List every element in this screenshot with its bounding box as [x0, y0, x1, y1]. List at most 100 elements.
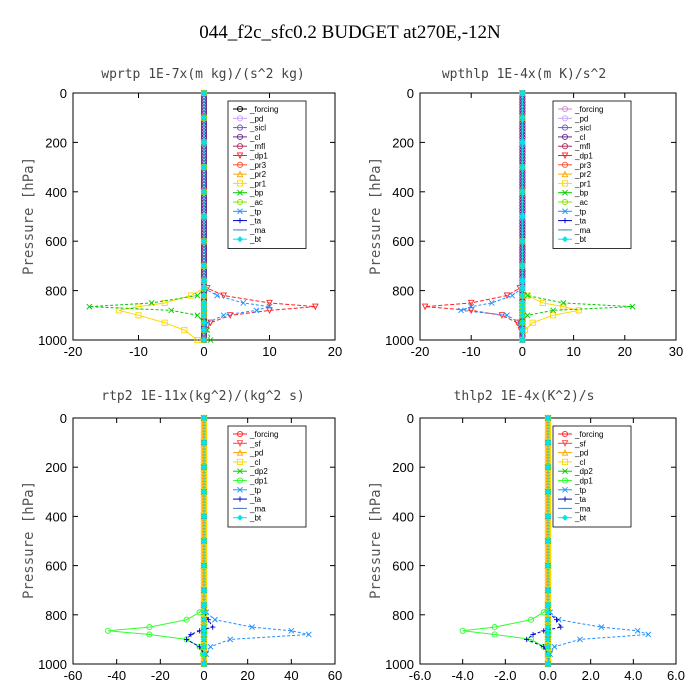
legend-label: _dp1 — [574, 477, 593, 486]
series-dp1 — [421, 89, 526, 344]
data-point — [288, 627, 295, 634]
legend-label: _cl — [574, 133, 585, 142]
data-point — [200, 312, 208, 319]
series-line — [118, 93, 205, 341]
legend-label: _forcing — [249, 430, 278, 439]
legend-label: _dp2 — [574, 467, 593, 476]
data-point — [560, 300, 567, 306]
data-point — [519, 89, 526, 97]
data-point — [237, 486, 243, 493]
data-point — [200, 164, 208, 171]
data-point — [237, 218, 243, 224]
series-line — [89, 93, 212, 341]
legend-label: _tp — [574, 486, 587, 495]
x-tick-label: 0 — [519, 344, 526, 359]
data-point — [561, 458, 569, 465]
panel-wpthlp: wpthlp 1E-4x(m K)/s^2 Pressure [hPa] -20… — [368, 67, 683, 359]
data-point — [200, 562, 208, 569]
data-point — [207, 337, 214, 343]
data-point — [200, 262, 208, 269]
series-line — [425, 93, 523, 341]
data-point — [236, 170, 244, 178]
y-tick-label: 200 — [392, 135, 414, 150]
data-point — [519, 312, 526, 319]
data-point — [236, 161, 244, 168]
data-point — [200, 660, 208, 668]
legend-label: _dp1 — [249, 477, 268, 486]
series-bt — [519, 89, 526, 344]
data-point — [562, 468, 568, 475]
legend-label: _tp — [574, 207, 587, 216]
data-point — [561, 143, 569, 150]
data-point — [200, 636, 208, 643]
data-point — [86, 303, 93, 310]
data-point — [214, 292, 221, 299]
data-point — [519, 336, 526, 344]
data-point — [200, 464, 208, 471]
legend-label: _forcing — [574, 430, 603, 439]
data-point — [194, 292, 201, 299]
legend-label: _ta — [249, 495, 262, 504]
panel-thlp2: thlp2 1E-4x(K^2)/s Pressure [hPa] -6.0 -4… — [368, 389, 685, 683]
data-point — [561, 477, 569, 484]
legend-label: _dp1 — [574, 152, 593, 161]
y-tick-label: 0 — [60, 86, 67, 101]
data-point — [237, 189, 243, 196]
legend-label: _ta — [249, 217, 262, 226]
panel-title: wpthlp 1E-4x(m K)/s^2 — [442, 67, 606, 82]
series-line — [462, 418, 549, 664]
data-point — [561, 448, 569, 456]
data-point — [200, 319, 208, 326]
data-point — [544, 660, 552, 668]
series-line — [547, 418, 649, 665]
data-point — [135, 312, 142, 319]
data-point — [194, 312, 201, 319]
data-point — [509, 292, 516, 299]
data-point — [598, 624, 605, 631]
data-point — [519, 238, 526, 245]
data-point — [226, 312, 234, 319]
plot-frame — [419, 92, 677, 341]
y-tick-label: 600 — [392, 234, 414, 249]
y-tick-label: 0 — [60, 411, 67, 426]
data-point — [577, 636, 583, 643]
legend-label: _bp — [249, 189, 264, 198]
data-point — [561, 514, 569, 521]
figure-title: 044_f2c_sfc0.2 BUDGET at270E,-12N — [199, 22, 501, 43]
data-point — [544, 587, 552, 594]
data-point — [200, 292, 208, 299]
data-point — [519, 285, 526, 292]
legend-label: _ma — [249, 226, 266, 235]
data-point — [459, 627, 466, 634]
data-point — [200, 414, 208, 422]
x-tick-label: 10 — [262, 344, 276, 359]
data-point — [200, 537, 208, 545]
data-point — [561, 198, 569, 206]
data-point — [305, 631, 312, 638]
data-point — [561, 180, 569, 187]
legend-label: _pd — [249, 114, 263, 123]
y-tick-label: 200 — [45, 460, 67, 475]
legend-label: _bt — [249, 235, 262, 244]
y-axis-label: Pressure [hPa] — [21, 157, 37, 275]
y-tick-label: 0 — [407, 411, 414, 426]
data-point — [519, 277, 526, 284]
data-point — [236, 124, 244, 131]
data-point — [236, 440, 244, 447]
legend-label: _pr3 — [249, 161, 267, 170]
data-point — [519, 327, 526, 334]
panel-rtp2: rtp2 1E-11x(kg^2)/(kg^2 s) Pressure [hPa… — [21, 389, 342, 683]
data-point — [634, 627, 641, 634]
legend-label: _pr1 — [574, 179, 592, 188]
legend-label: _pr1 — [249, 179, 267, 188]
data-point — [187, 292, 194, 299]
data-point — [253, 307, 260, 314]
data-point — [503, 292, 511, 300]
x-tick-label: -2.0 — [494, 668, 516, 683]
data-point — [312, 303, 319, 311]
x-tick-label: -20 — [64, 344, 83, 359]
data-point — [551, 643, 558, 650]
y-tick-label: 800 — [392, 608, 414, 623]
y-tick-label: 600 — [392, 559, 414, 574]
